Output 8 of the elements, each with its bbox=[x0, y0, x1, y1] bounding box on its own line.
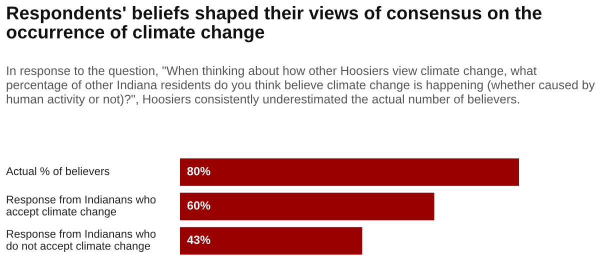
data-label: 43% bbox=[187, 236, 210, 244]
data-label: 80% bbox=[187, 166, 210, 176]
chart-subtitle: In response to the question, "When thinking about how other Hoosiers view climate change, what percentage of other Indiana residents do you think believe climate change is happening (whether caused by human activity or not)?", Hoosiers consistently underestimated the actual number of believers. bbox=[6, 66, 595, 106]
y-tick-label: Response from Indianans who do not accept climate change bbox=[6, 230, 156, 252]
y-tick-label: Actual % of believers bbox=[6, 166, 110, 176]
data-label: 60% bbox=[187, 201, 210, 210]
chart-title: Respondents' beliefs shaped their views of consensus on the occurrence of climate change bbox=[6, 6, 542, 42]
y-tick-label: Response from Indianans who accept climate change bbox=[6, 195, 156, 218]
